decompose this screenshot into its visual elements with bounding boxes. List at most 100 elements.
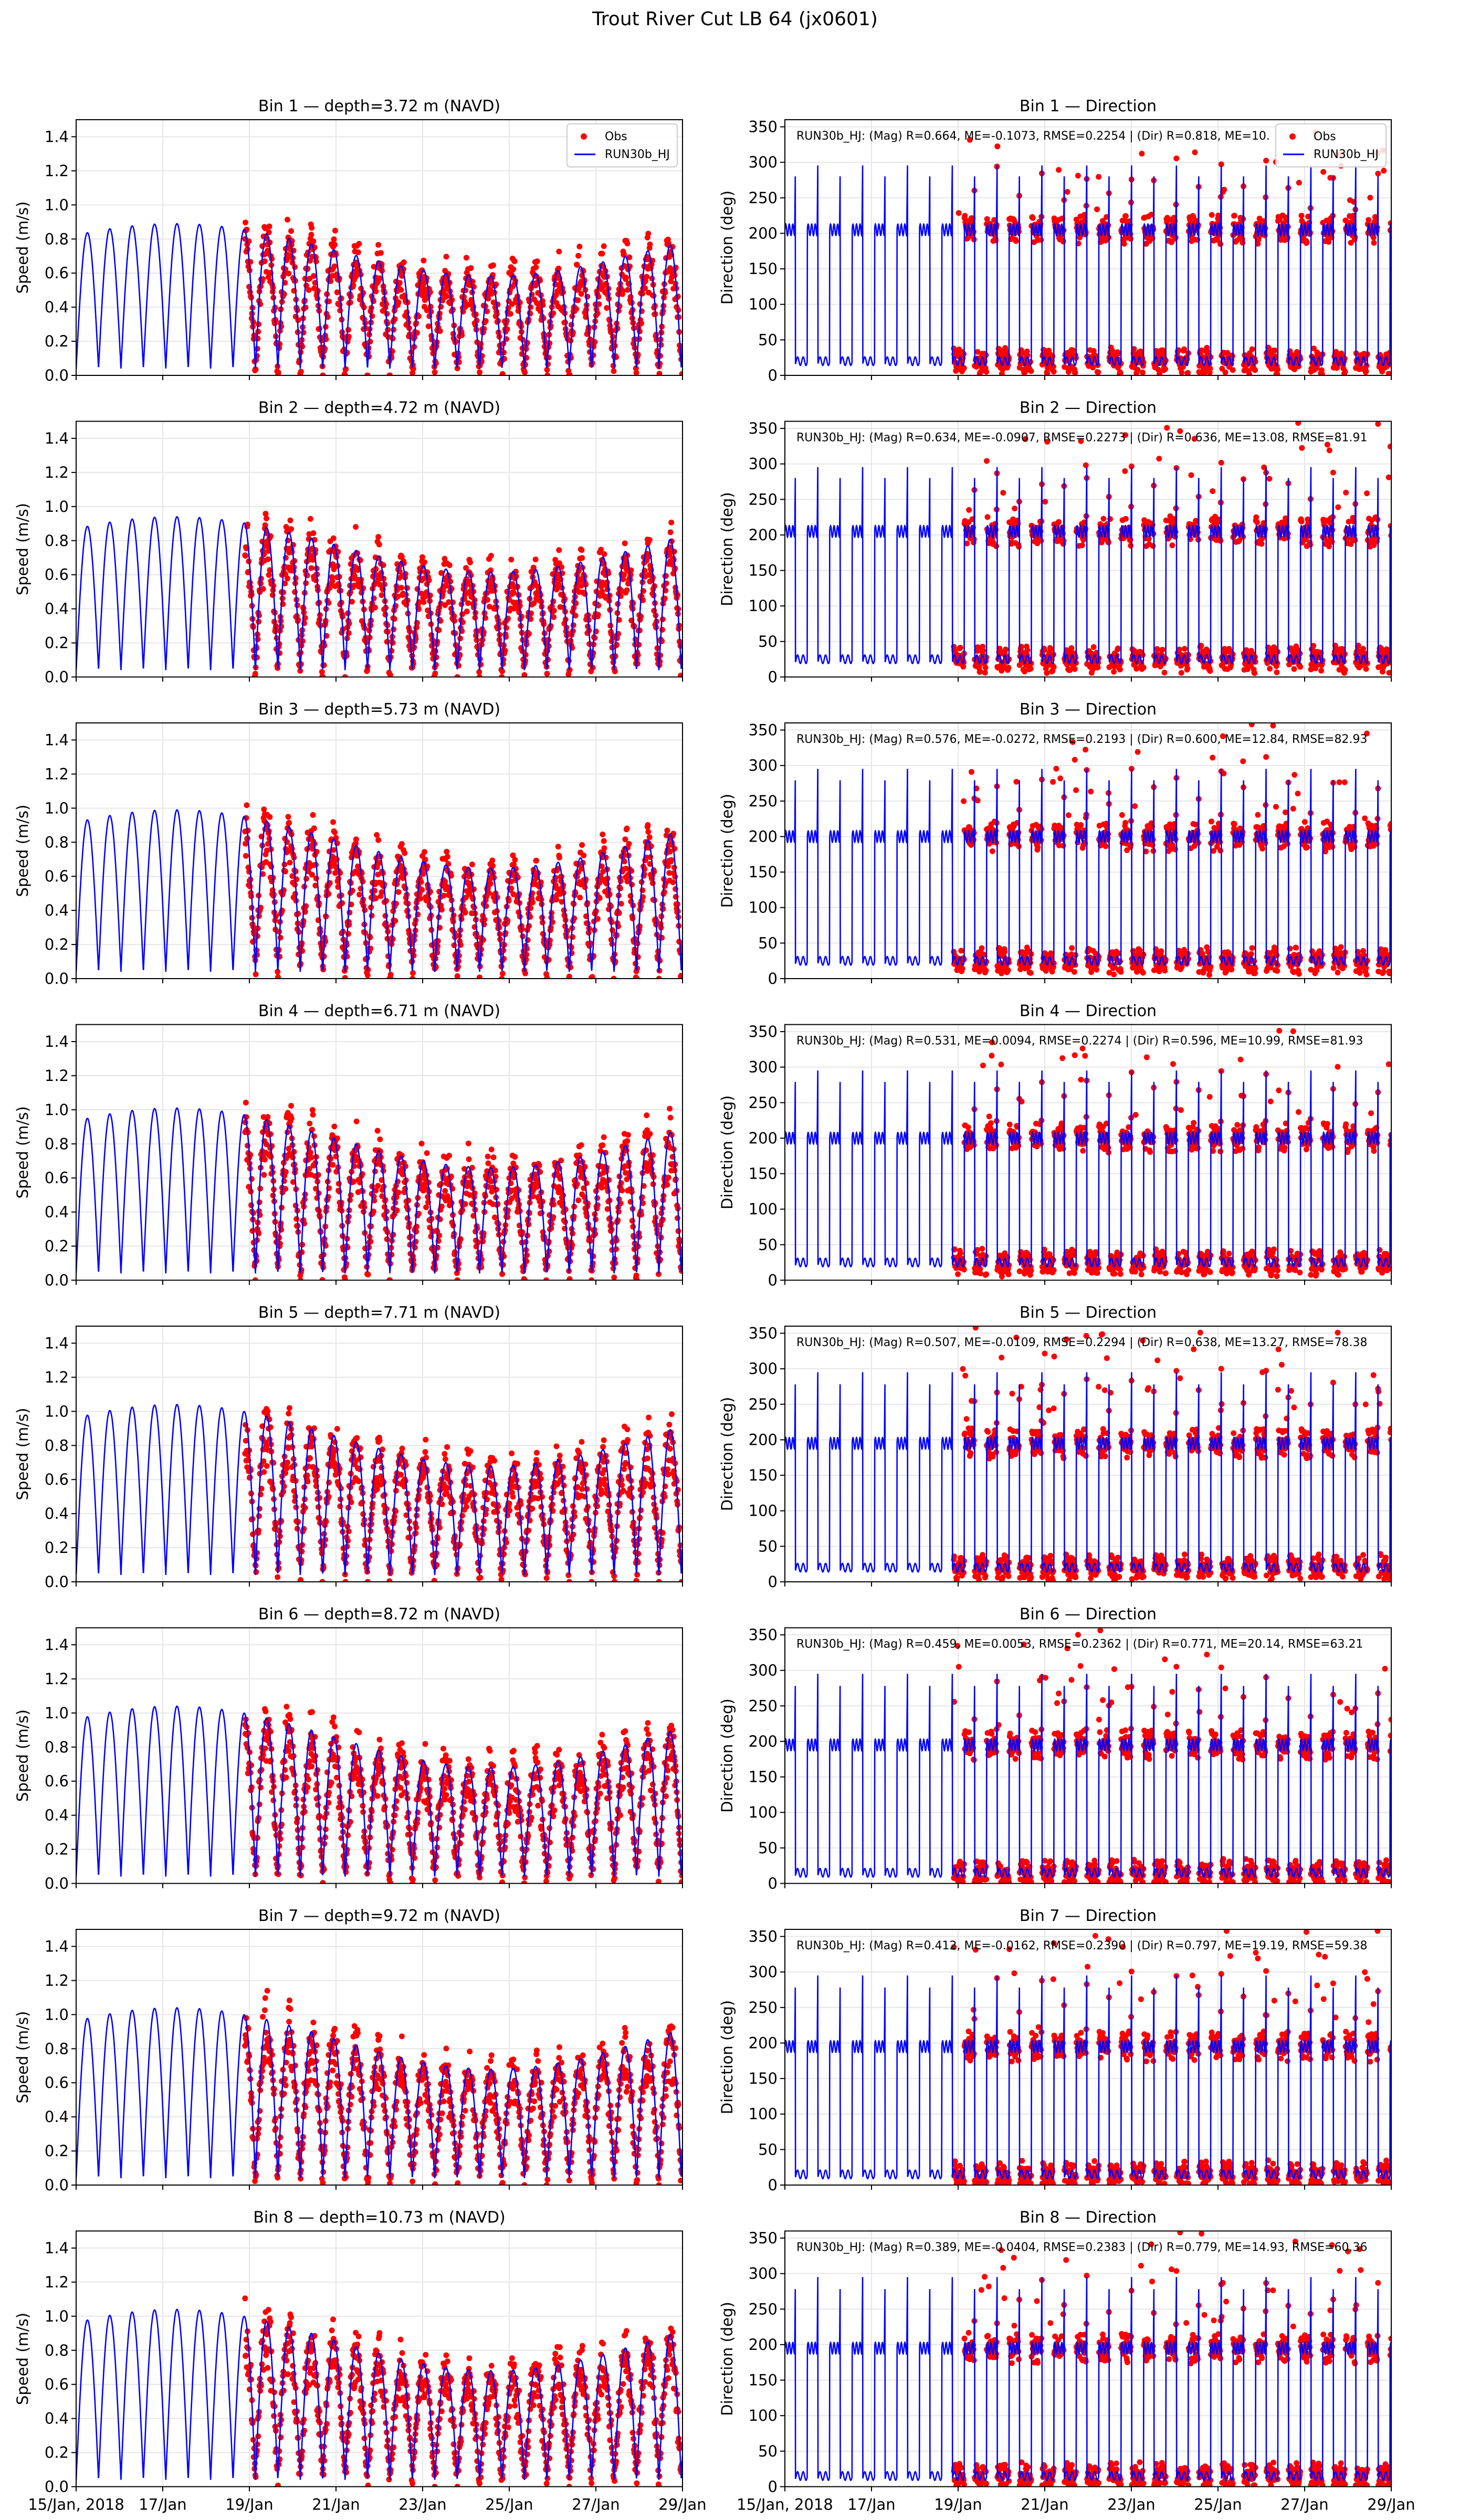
- obs-point: [1169, 542, 1175, 549]
- y-tick-label: 0.6: [45, 566, 69, 584]
- obs-point: [1304, 239, 1310, 245]
- obs-point: [517, 299, 523, 306]
- obs-point: [484, 308, 490, 314]
- obs-point: [592, 635, 598, 641]
- obs-point: [384, 638, 390, 645]
- obs-point: [261, 806, 267, 812]
- obs-point: [1342, 369, 1348, 375]
- obs-point: [285, 575, 290, 582]
- obs-point: [1253, 514, 1259, 520]
- obs-point: [511, 590, 517, 596]
- obs-point: [356, 240, 362, 247]
- obs-point: [464, 608, 470, 615]
- stats-annotation: RUN30b_HJ: (Mag) R=0.664, ME=-0.1073, RM…: [796, 130, 1270, 143]
- obs-point: [1044, 370, 1051, 375]
- obs-point: [422, 849, 427, 855]
- obs-point: [375, 534, 382, 540]
- obs-point: [446, 885, 453, 891]
- obs-point: [425, 896, 432, 902]
- obs-point: [322, 346, 328, 352]
- obs-point: [1154, 646, 1160, 652]
- obs-point: [282, 580, 288, 586]
- axes-frame: [784, 119, 1392, 376]
- obs-point: [1214, 237, 1221, 243]
- obs-point: [383, 301, 390, 307]
- obs-point: [1258, 541, 1265, 547]
- y-tick-label: 250: [749, 189, 778, 207]
- obs-point: [1364, 490, 1370, 497]
- obs-point: [1222, 369, 1228, 375]
- obs-point: [1005, 665, 1012, 671]
- obs-point: [1231, 213, 1237, 219]
- obs-point: [1122, 516, 1129, 522]
- obs-point: [601, 551, 607, 557]
- obs-point: [1164, 425, 1170, 431]
- obs-point: [611, 368, 617, 374]
- obs-point: [252, 670, 258, 677]
- obs-point: [551, 614, 557, 620]
- obs-point: [1095, 369, 1101, 375]
- obs-point: [256, 612, 262, 618]
- obs-point: [575, 297, 581, 303]
- obs-point: [1297, 664, 1304, 670]
- obs-point: [425, 323, 432, 329]
- obs-point: [320, 372, 326, 375]
- model-line-bin1-dir: [785, 165, 1391, 366]
- obs-point: [288, 228, 294, 234]
- obs-point: [1372, 214, 1378, 220]
- obs-point: [330, 535, 337, 541]
- obs-point: [598, 547, 604, 553]
- obs-point: [1178, 670, 1184, 676]
- obs-point: [579, 555, 585, 561]
- obs-point: [329, 272, 335, 279]
- obs-point: [410, 365, 416, 372]
- obs-point: [330, 819, 336, 825]
- obs-point: [1230, 367, 1236, 373]
- obs-point: [359, 870, 365, 876]
- obs-point: [474, 318, 480, 324]
- obs-point: [521, 672, 528, 677]
- obs-point: [967, 136, 973, 143]
- obs-point: [646, 289, 652, 296]
- obs-point: [1128, 463, 1135, 469]
- obs-point: [1100, 516, 1107, 522]
- obs-point: [1044, 438, 1051, 445]
- stats-annotation: RUN30b_HJ: (Mag) R=0.634, ME=-0.0907, RM…: [796, 432, 1367, 445]
- obs-point: [625, 287, 631, 293]
- obs-point: [1022, 436, 1028, 442]
- obs-point: [292, 868, 299, 875]
- y-tick-label: 0: [768, 668, 778, 686]
- obs-point: [1044, 670, 1050, 676]
- obs-point: [395, 299, 402, 306]
- obs-point: [308, 232, 314, 238]
- obs-point: [1117, 370, 1124, 375]
- obs-point: [1038, 237, 1044, 243]
- obs-point: [646, 537, 653, 543]
- obs-point: [1094, 206, 1100, 213]
- obs-point: [1207, 668, 1213, 674]
- obs-point: [1192, 149, 1198, 155]
- obs-point: [1298, 213, 1305, 219]
- obs-point: [329, 578, 335, 584]
- obs-point: [964, 540, 970, 547]
- obs-point: [1090, 644, 1097, 650]
- obs-point: [1056, 519, 1062, 525]
- obs-point: [364, 972, 371, 979]
- obs-point: [1243, 647, 1250, 653]
- obs-point: [1128, 543, 1134, 549]
- obs-point: [1298, 518, 1305, 524]
- obs-point: [1326, 239, 1332, 245]
- obs-point: [1275, 366, 1281, 373]
- obs-point: [395, 593, 401, 600]
- obs-point: [299, 948, 306, 954]
- panel-title: Bin 2 — Direction: [1020, 399, 1157, 417]
- obs-point: [1072, 370, 1078, 375]
- obs-point: [1150, 543, 1156, 549]
- obs-point: [595, 602, 602, 608]
- obs-point: [404, 585, 410, 591]
- obs-point: [612, 668, 618, 675]
- obs-point: [372, 604, 378, 611]
- obs-point: [278, 623, 285, 629]
